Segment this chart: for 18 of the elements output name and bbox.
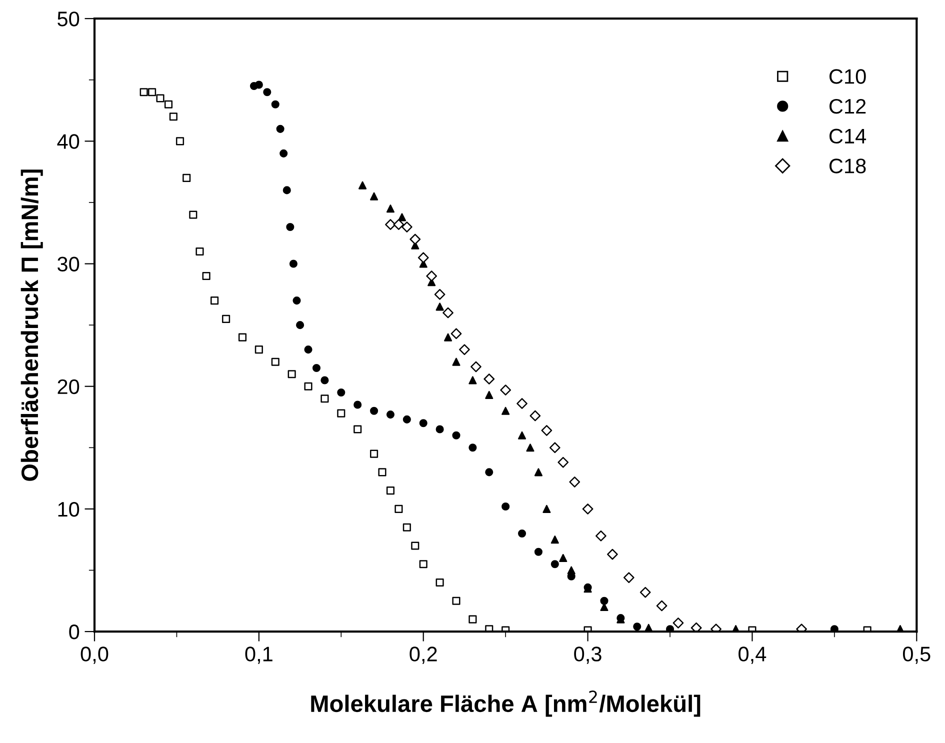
y-tick-label: 30 bbox=[58, 256, 80, 272]
y-tick-label: 50 bbox=[58, 12, 80, 26]
x-axis-title: Molekulare Fläche A [nm$^{2}$/Molekül] bbox=[311, 690, 700, 717]
x-tick-label: 0,3 bbox=[574, 646, 602, 664]
x-tick-label: 0,5 bbox=[902, 646, 930, 664]
y-tick-label: 40 bbox=[57, 134, 80, 149]
y-tick-label: 10 bbox=[58, 502, 80, 517]
x-tick-label: 0,0 bbox=[80, 646, 108, 664]
legend-label: C18 bbox=[829, 158, 866, 174]
y-tick-label: 0 bbox=[69, 624, 80, 640]
legend-label: C10 bbox=[829, 69, 866, 84]
y-axis-title: Oberflächendruck Π [mN/m] bbox=[20, 170, 43, 481]
y-tick-label: 20 bbox=[58, 379, 80, 394]
x-tick-label: 0,2 bbox=[410, 646, 437, 664]
legend-label: C12 bbox=[829, 98, 866, 114]
legend-label: C14 bbox=[829, 128, 866, 144]
x-tick-label: 0,4 bbox=[738, 646, 766, 664]
x-tick-label: 0,1 bbox=[245, 646, 272, 664]
